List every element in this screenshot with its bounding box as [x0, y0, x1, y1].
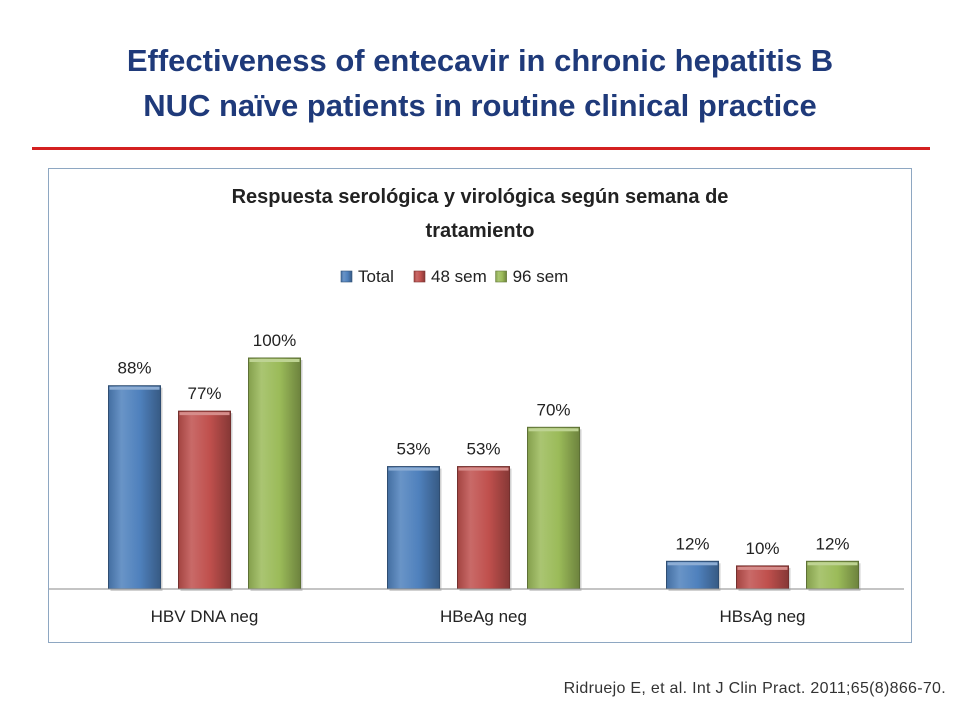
- data-label-3-2: 70%: [536, 400, 570, 419]
- bar-bevel: [249, 359, 300, 362]
- legend-label-3: 96 sem: [513, 267, 569, 286]
- data-label-1-2: 53%: [396, 440, 430, 459]
- legend-swatch-3: [495, 270, 507, 283]
- bar-bevel: [737, 566, 788, 570]
- category-label-3: HBsAg neg: [720, 607, 806, 626]
- bar-1-1: [108, 385, 161, 590]
- bar-1-2: [387, 466, 440, 590]
- data-label-3-1: 100%: [253, 331, 296, 350]
- bar-2-1: [178, 410, 231, 590]
- data-label-1-3: 12%: [675, 534, 709, 553]
- bar-3-3: [806, 560, 859, 590]
- bar-chart: Respuesta serológica y virológica según …: [49, 186, 904, 626]
- citation: Ridruejo E, et al. Int J Clin Pract. 201…: [563, 680, 946, 697]
- category-label-2: HBeAg neg: [440, 607, 527, 626]
- slide-title-line-2: NUC naïve patients in routine clinical p…: [143, 88, 817, 123]
- category-label-1: HBV DNA neg: [151, 607, 259, 626]
- bar-bevel: [458, 467, 509, 471]
- data-label-2-2: 53%: [466, 440, 500, 459]
- data-label-3-3: 12%: [815, 534, 849, 553]
- bar-bevel: [667, 562, 718, 566]
- bar-2-2: [457, 466, 510, 590]
- bar-bevel: [528, 428, 579, 432]
- chart-title-line-2: tratamiento: [426, 220, 535, 242]
- bar-bevel: [807, 562, 858, 566]
- bar-bevel: [388, 467, 439, 471]
- bar-3-1: [248, 357, 301, 590]
- bar-3-2: [527, 426, 580, 590]
- data-label-2-3: 10%: [745, 539, 779, 558]
- legend-label-2: 48 sem: [431, 267, 487, 286]
- legend-label-1: Total: [358, 267, 394, 286]
- data-label-1-1: 88%: [117, 359, 151, 378]
- data-label-2-1: 77%: [187, 384, 221, 403]
- bar-bevel: [109, 386, 160, 390]
- slide-title-line-1: Effectiveness of entecavir in chronic he…: [126, 43, 834, 78]
- bar-bevel: [179, 412, 230, 416]
- title-divider: [32, 147, 930, 150]
- chart-title-line-1: Respuesta serológica y virológica según …: [232, 186, 729, 208]
- legend-swatch-2: [413, 270, 426, 283]
- legend-swatch-1: [340, 270, 353, 283]
- chart-frame: Respuesta serológica y virológica según …: [48, 168, 912, 643]
- bar-1-3: [666, 560, 719, 590]
- slide-title: Effectiveness of entecavir in chronic he…: [0, 38, 960, 128]
